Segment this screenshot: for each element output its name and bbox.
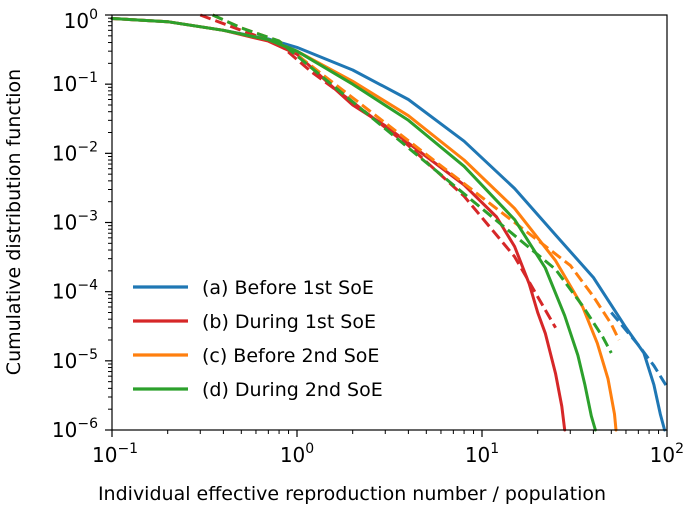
y-tick-label: 10−2 xyxy=(52,139,98,165)
y-tick-base: 10 xyxy=(52,349,77,373)
series-line-c-before-2nd-soe xyxy=(110,17,618,432)
series-line-d-during-2nd-soe-fit xyxy=(212,13,613,354)
series-line-d-during-2nd-soe xyxy=(110,17,597,432)
y-tick-label: 10−3 xyxy=(52,209,98,235)
y-tick-label: 10−5 xyxy=(52,347,98,373)
x-tick-base: 10 xyxy=(465,443,490,467)
x-tick-exp: 0 xyxy=(305,441,314,457)
y-tick-exp: −4 xyxy=(77,278,98,294)
x-tick-label: 102 xyxy=(650,441,684,467)
x-tick-base: 10 xyxy=(650,443,675,467)
x-tick-exp: −1 xyxy=(117,441,138,457)
x-tick-label: 10−1 xyxy=(92,441,138,467)
x-tick-label: 100 xyxy=(280,441,314,467)
legend-label-c-before-2nd-soe: (c) Before 2nd SoE xyxy=(202,345,379,367)
legend-label-a-before-1st-soe: (a) Before 1st SoE xyxy=(202,277,374,299)
y-tick-exp: 0 xyxy=(89,7,98,23)
y-tick-exp: −1 xyxy=(77,70,98,86)
x-tick-exp: 1 xyxy=(490,441,499,457)
x-tick-label: 101 xyxy=(465,441,499,467)
y-tick-exp: −5 xyxy=(77,347,98,363)
y-tick-base: 10 xyxy=(52,418,77,442)
x-tick-exp: 2 xyxy=(675,441,684,457)
y-tick-base: 10 xyxy=(64,9,89,33)
y-tick-base: 10 xyxy=(52,72,77,96)
y-tick-label: 10−6 xyxy=(52,416,98,442)
y-tick-base: 10 xyxy=(52,141,77,165)
plot-frame xyxy=(111,14,668,431)
series-lines xyxy=(110,13,669,432)
y-tick-exp: −6 xyxy=(77,416,98,432)
series-line-a-before-1st-soe-fit xyxy=(610,311,669,388)
y-tick-label: 100 xyxy=(64,7,98,33)
y-tick-base: 10 xyxy=(52,211,77,235)
series-line-b-during-1st-soe xyxy=(110,17,567,432)
y-tick-label: 10−1 xyxy=(52,70,98,96)
x-axis-ticks: 10−1 100 101 102 xyxy=(92,430,684,467)
series-line-c-before-2nd-soe-fit xyxy=(212,13,621,341)
x-tick-base: 10 xyxy=(92,443,117,467)
legend: (a) Before 1st SoE (b) During 1st SoE (c) … xyxy=(133,277,383,401)
legend-label-b-during-1st-soe: (b) During 1st SoE xyxy=(202,311,376,333)
x-axis-label: Individual effective reproduction number… xyxy=(98,483,606,505)
y-tick-exp: −2 xyxy=(77,139,98,155)
y-tick-exp: −3 xyxy=(77,209,98,225)
y-tick-base: 10 xyxy=(52,280,77,304)
y-tick-label: 10−4 xyxy=(52,278,98,304)
x-tick-base: 10 xyxy=(280,443,305,467)
legend-label-d-during-2nd-soe: (d) During 2nd SoE xyxy=(202,379,383,401)
y-axis-label: Cumulative distribution function xyxy=(3,69,25,375)
